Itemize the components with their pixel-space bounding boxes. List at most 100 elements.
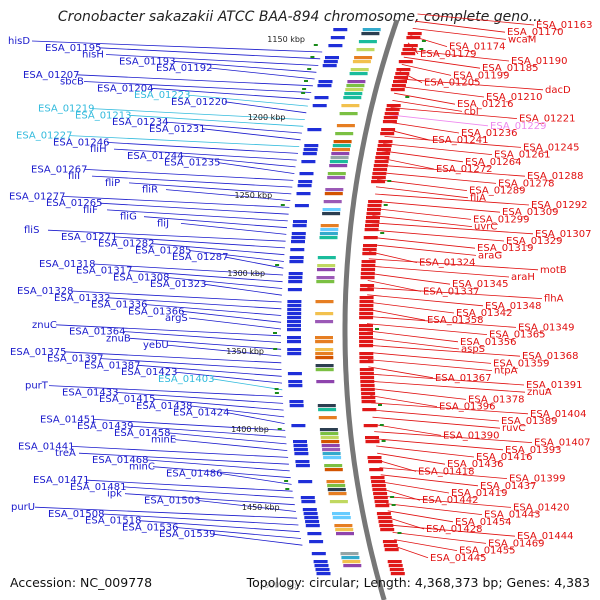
- gene-label[interactable]: ESA_01227: [16, 131, 73, 142]
- gene-label[interactable]: ESA_01416: [476, 452, 533, 463]
- gene-label[interactable]: uvrC: [474, 222, 497, 233]
- gene-label[interactable]: ESA_01407: [534, 438, 591, 449]
- gene-label[interactable]: ESA_01236: [461, 128, 518, 139]
- gene-label[interactable]: ESA_01185: [482, 63, 539, 74]
- gene-label[interactable]: ESA_01436: [447, 459, 504, 470]
- gene-label[interactable]: ESA_01244: [127, 151, 184, 162]
- gene-label[interactable]: ruvC: [502, 423, 525, 434]
- gene-label[interactable]: ESA_01170: [507, 27, 564, 38]
- gene-label[interactable]: ESA_01319: [477, 243, 534, 254]
- gene-label[interactable]: ESA_01204: [97, 83, 154, 94]
- gene-label[interactable]: fliF: [83, 205, 98, 216]
- gene-label[interactable]: ESA_01223: [134, 90, 191, 101]
- gene-label[interactable]: ESA_01444: [517, 531, 574, 542]
- gene-label[interactable]: ESA_01418: [418, 466, 475, 477]
- gene-label[interactable]: argS: [165, 313, 188, 324]
- gene-label[interactable]: ESA_01345: [452, 279, 509, 290]
- gene-label[interactable]: ESA_01455: [459, 546, 516, 557]
- gene-label[interactable]: ESA_01423: [121, 367, 178, 378]
- gene-label[interactable]: ESA_01396: [439, 402, 496, 413]
- gene-label[interactable]: ESA_01439: [77, 421, 134, 432]
- gene-label[interactable]: ESA_01221: [519, 114, 576, 125]
- gene-label[interactable]: ESA_01454: [455, 517, 512, 528]
- gene-label[interactable]: fliA: [470, 193, 486, 204]
- gene-label[interactable]: ESA_01387: [84, 360, 141, 371]
- gene-label[interactable]: ESA_01329: [506, 236, 563, 247]
- gene-label[interactable]: yebU: [143, 340, 169, 351]
- gene-label[interactable]: ESA_01397: [47, 354, 104, 365]
- gene-label[interactable]: ESA_01441: [18, 441, 75, 452]
- gene-label[interactable]: purU: [11, 502, 35, 513]
- gene-label[interactable]: ESA_01308: [113, 273, 170, 284]
- gene-label[interactable]: ESA_01367: [435, 373, 492, 384]
- gene-label[interactable]: ESA_01207: [23, 70, 80, 81]
- gene-label[interactable]: ESA_01190: [511, 56, 568, 67]
- gene-label[interactable]: ESA_01174: [449, 42, 506, 53]
- gene-label[interactable]: araH: [511, 272, 535, 283]
- gene-label[interactable]: ESA_01272: [436, 164, 493, 175]
- gene-label[interactable]: ESA_01404: [530, 409, 587, 420]
- gene-label[interactable]: ESA_01445: [430, 553, 487, 564]
- gene-label[interactable]: ESA_01307: [535, 229, 592, 240]
- gene-label[interactable]: ESA_01219: [38, 104, 95, 115]
- gene-label[interactable]: ESA_01337: [423, 286, 480, 297]
- gene-label[interactable]: sbcB: [60, 77, 84, 88]
- gene-label[interactable]: ESA_01195: [45, 43, 102, 54]
- gene-label[interactable]: dacD: [545, 85, 571, 96]
- gene-label[interactable]: fliJ: [157, 218, 169, 229]
- gene-label[interactable]: hisD: [8, 36, 30, 47]
- gene-label[interactable]: minE: [151, 435, 176, 446]
- gene-label[interactable]: purT: [25, 381, 49, 392]
- gene-label[interactable]: ESA_01391: [526, 380, 583, 391]
- gene-label[interactable]: fliG: [120, 212, 137, 223]
- gene-label[interactable]: ESA_01277: [9, 191, 66, 202]
- gene-label[interactable]: ESA_01433: [62, 387, 119, 398]
- gene-label[interactable]: fliH: [90, 144, 107, 155]
- gene-label[interactable]: ESA_01220: [171, 97, 228, 108]
- gene-label[interactable]: ESA_01378: [468, 394, 525, 405]
- gene-label[interactable]: ESA_01437: [480, 481, 537, 492]
- gene-label[interactable]: ESA_01348: [485, 301, 542, 312]
- gene-label[interactable]: ESA_01481: [70, 482, 127, 493]
- gene-label[interactable]: ESA_01292: [531, 200, 588, 211]
- gene-label[interactable]: ESA_01336: [91, 300, 148, 311]
- gene-label[interactable]: hisH: [82, 50, 104, 61]
- gene-label[interactable]: wcaM: [508, 34, 536, 45]
- gene-label[interactable]: ESA_01285: [135, 246, 192, 257]
- gene-label[interactable]: ESA_01193: [119, 56, 176, 67]
- gene-label[interactable]: ESA_01192: [156, 63, 213, 74]
- gene-label[interactable]: ESA_01438: [136, 401, 193, 412]
- gene-label[interactable]: ESA_01317: [76, 266, 133, 277]
- gene-label[interactable]: ESA_01469: [488, 538, 545, 549]
- gene-label[interactable]: ESA_01246: [53, 137, 110, 148]
- gene-label[interactable]: ESA_01503: [144, 496, 201, 507]
- gene-label[interactable]: ESA_01442: [422, 495, 479, 506]
- gene-label[interactable]: ESA_01205: [424, 78, 481, 89]
- gene-label[interactable]: araG: [478, 250, 502, 261]
- gene-label[interactable]: ESA_01163: [536, 20, 593, 31]
- gene-label[interactable]: ESA_01443: [484, 510, 541, 521]
- gene-label[interactable]: fliP: [105, 178, 120, 189]
- gene-label[interactable]: ESA_01234: [112, 117, 169, 128]
- gene-label[interactable]: ESA_01356: [460, 337, 517, 348]
- gene-label[interactable]: minC: [129, 462, 155, 473]
- gene-label[interactable]: ESA_01261: [494, 150, 551, 161]
- gene-label[interactable]: znuA: [527, 387, 552, 398]
- gene-label[interactable]: ESA_01419: [451, 488, 508, 499]
- gene-label[interactable]: ESA_01508: [48, 509, 105, 520]
- gene-label[interactable]: ESA_01424: [173, 408, 230, 419]
- gene-label[interactable]: ESA_01289: [469, 186, 526, 197]
- gene-label[interactable]: ESA_01231: [149, 124, 206, 135]
- gene-label[interactable]: ESA_01468: [92, 455, 149, 466]
- gene-label[interactable]: ESA_01309: [502, 207, 559, 218]
- gene-label[interactable]: ESA_01389: [501, 416, 558, 427]
- gene-label[interactable]: ESA_01342: [456, 308, 513, 319]
- gene-label[interactable]: ESA_01366: [128, 306, 185, 317]
- gene-label[interactable]: ESA_01278: [498, 178, 555, 189]
- gene-label[interactable]: fliI: [68, 171, 80, 182]
- gene-label[interactable]: ESA_01241: [432, 135, 489, 146]
- gene-label[interactable]: ESA_01539: [159, 529, 216, 540]
- gene-label[interactable]: ESA_01323: [150, 279, 207, 290]
- gene-label[interactable]: ESA_01364: [69, 327, 126, 338]
